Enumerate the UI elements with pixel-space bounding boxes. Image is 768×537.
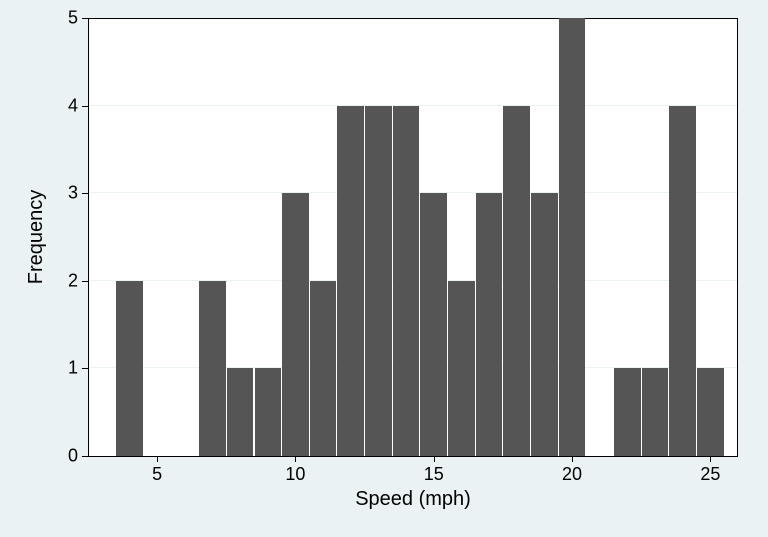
histogram-bar — [227, 368, 254, 456]
y-tick — [82, 368, 88, 369]
y-tick-label: 0 — [58, 446, 78, 467]
histogram-bar — [255, 368, 282, 456]
histogram-bar — [116, 281, 143, 456]
y-tick-label: 5 — [58, 8, 78, 29]
y-tick — [82, 18, 88, 19]
histogram-bar — [476, 193, 503, 456]
histogram-bar — [310, 281, 337, 456]
x-tick — [710, 456, 711, 462]
x-tick-label: 20 — [562, 464, 582, 485]
x-axis-line — [88, 456, 738, 457]
histogram-bar — [282, 193, 309, 456]
y-axis-title: Frequency — [25, 190, 48, 285]
histogram-bar — [393, 106, 420, 456]
x-tick-label: 10 — [285, 464, 305, 485]
x-tick — [295, 456, 296, 462]
y-tick — [82, 106, 88, 107]
histogram-bar — [448, 281, 475, 456]
histogram-chart: Speed (mph) Frequency 5 10 15 20 25 0 1 2 3 4 5 — [0, 0, 768, 537]
x-axis-title: Speed (mph) — [355, 488, 471, 511]
histogram-bar — [531, 193, 558, 456]
histogram-bar — [669, 106, 696, 456]
histogram-bar — [559, 18, 586, 456]
y-tick-label: 1 — [58, 358, 78, 379]
x-tick-label: 15 — [424, 464, 444, 485]
x-tick — [572, 456, 573, 462]
y-tick — [82, 193, 88, 194]
y-tick — [82, 281, 88, 282]
x-tick-label: 25 — [700, 464, 720, 485]
y-tick-label: 4 — [58, 95, 78, 116]
histogram-bar — [199, 281, 226, 456]
x-tick — [157, 456, 158, 462]
gridline — [88, 17, 737, 18]
histogram-bar — [503, 106, 530, 456]
plot-area — [88, 18, 738, 456]
y-tick-label: 3 — [58, 183, 78, 204]
y-axis-line — [88, 18, 89, 456]
histogram-bar — [337, 106, 364, 456]
x-tick — [434, 456, 435, 462]
x-tick-label: 5 — [152, 464, 162, 485]
y-tick-label: 2 — [58, 270, 78, 291]
histogram-bar — [697, 368, 724, 456]
histogram-bar — [642, 368, 669, 456]
histogram-bar — [420, 193, 447, 456]
histogram-bar — [614, 368, 641, 456]
y-tick — [82, 456, 88, 457]
histogram-bar — [365, 106, 392, 456]
